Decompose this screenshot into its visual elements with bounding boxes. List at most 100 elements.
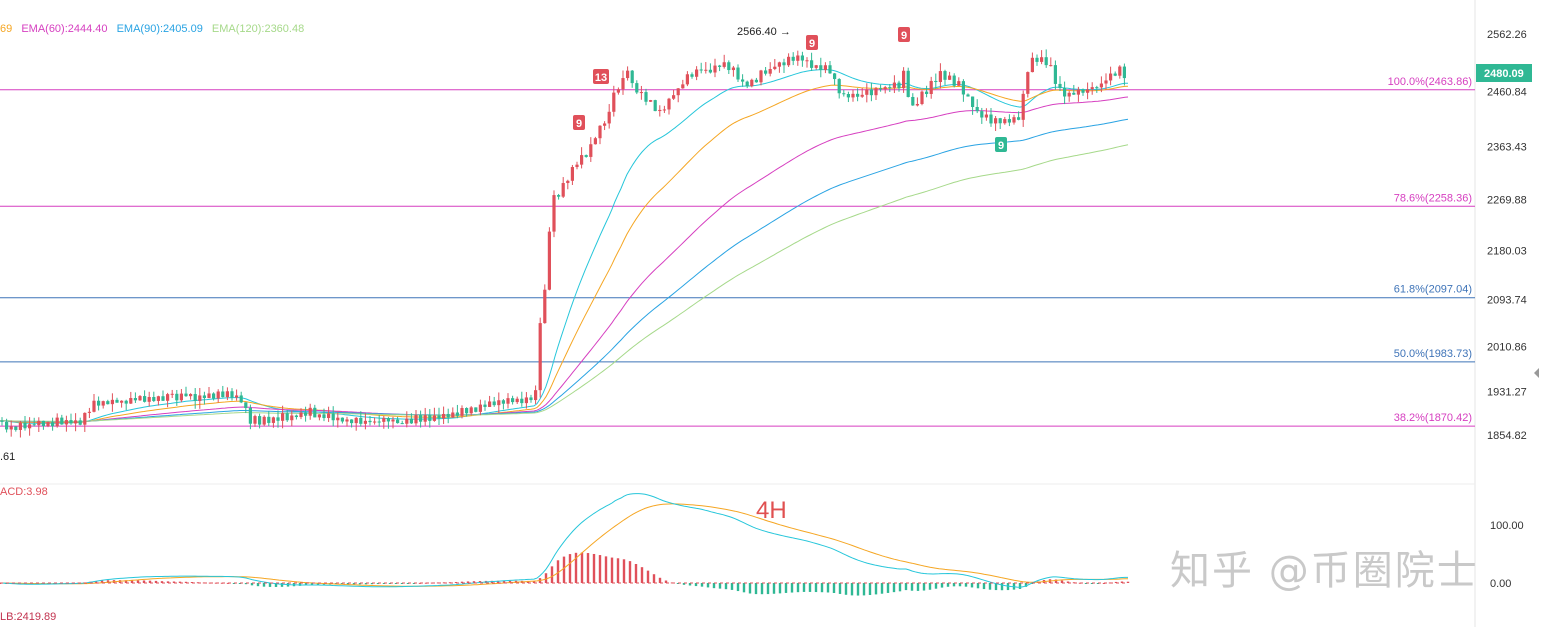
price-axis: 2562.26 2363.43 2269.88 2180.03 2093.74 2010.… bbox=[1487, 29, 1527, 442]
td-count-badge bbox=[593, 69, 609, 84]
macd-histogram-bar bbox=[616, 558, 620, 583]
candle-body bbox=[216, 391, 220, 399]
candle-body bbox=[138, 396, 142, 401]
macd-histogram-bar bbox=[952, 583, 956, 587]
candle-body bbox=[589, 144, 593, 157]
price-tick-label: 2460.84 bbox=[1487, 86, 1527, 98]
candle-body bbox=[248, 407, 252, 424]
candle-body bbox=[773, 66, 777, 70]
candle-body bbox=[952, 75, 956, 86]
macd-histogram-bar bbox=[850, 583, 854, 596]
macd-histogram-bar bbox=[1120, 581, 1124, 583]
candle-body bbox=[814, 65, 818, 68]
candle-body bbox=[175, 393, 179, 401]
candle-body bbox=[971, 96, 975, 108]
candle-body bbox=[635, 83, 639, 93]
candle-body bbox=[1090, 87, 1094, 90]
macd-histogram-bar bbox=[940, 583, 944, 588]
candle-body bbox=[258, 416, 262, 425]
candle-body bbox=[925, 91, 929, 95]
candle-body bbox=[322, 414, 326, 419]
macd-histogram-bar bbox=[640, 567, 644, 583]
macd-histogram-bar bbox=[148, 580, 152, 583]
candle-body bbox=[874, 88, 878, 96]
candle-body bbox=[124, 400, 128, 404]
td-count-badge bbox=[573, 115, 585, 130]
macd-histogram-bar bbox=[814, 583, 818, 593]
candle-body bbox=[488, 401, 492, 407]
candle-body bbox=[184, 393, 188, 397]
collapse-arrow-icon[interactable] bbox=[1534, 368, 1539, 378]
candle-body bbox=[538, 323, 542, 391]
macd-histogram-bar bbox=[856, 583, 860, 596]
candle-body bbox=[469, 407, 473, 414]
macd-histogram-bar bbox=[910, 583, 914, 591]
macd-histogram-bar bbox=[154, 580, 158, 583]
candle-body bbox=[492, 401, 496, 406]
macd-histogram-bar bbox=[568, 554, 572, 583]
candle-body bbox=[846, 93, 850, 98]
candle-body bbox=[120, 400, 124, 403]
macd-histogram-bar bbox=[958, 583, 962, 587]
candle-body bbox=[994, 118, 998, 124]
candle-body bbox=[1076, 89, 1080, 95]
candle-body bbox=[584, 155, 588, 157]
candle-body bbox=[685, 74, 689, 85]
candle-body bbox=[598, 125, 602, 139]
candle-body bbox=[1035, 57, 1039, 62]
candle-body bbox=[5, 421, 9, 430]
candle-body bbox=[432, 415, 436, 421]
macd-histogram-bar bbox=[706, 583, 710, 588]
candle-body bbox=[110, 399, 114, 405]
candle-body bbox=[580, 155, 584, 165]
candle-body bbox=[386, 418, 390, 422]
candle-body bbox=[626, 70, 630, 79]
candle-body bbox=[221, 391, 225, 398]
candle-body bbox=[851, 93, 855, 98]
candle-body bbox=[819, 65, 823, 71]
candle-body bbox=[1122, 66, 1126, 79]
candle-body bbox=[966, 94, 970, 97]
candle-body bbox=[547, 231, 551, 290]
candle-body bbox=[442, 413, 446, 419]
macd-histogram-bar bbox=[712, 583, 716, 589]
candle-body bbox=[961, 81, 965, 95]
macd-line bbox=[0, 493, 1128, 588]
candle-body bbox=[1118, 66, 1122, 76]
candle-body bbox=[308, 407, 312, 416]
macd-histogram-bar bbox=[376, 583, 380, 585]
candle-body bbox=[575, 164, 579, 168]
candle-body bbox=[363, 420, 367, 424]
candle-body bbox=[1040, 57, 1044, 62]
macd-histogram-bar bbox=[874, 583, 878, 595]
candle-body bbox=[405, 418, 409, 424]
candle-body bbox=[649, 100, 653, 102]
macd-histogram-bar bbox=[898, 583, 902, 592]
macd-histogram-bar bbox=[946, 583, 950, 587]
macd-histogram-bar bbox=[610, 557, 614, 583]
candle-body bbox=[1003, 119, 1007, 124]
macd-histogram-bar bbox=[532, 581, 536, 583]
candle-body bbox=[616, 89, 620, 93]
candle-body bbox=[28, 424, 32, 429]
candle-body bbox=[101, 401, 105, 406]
macd-histogram-bar bbox=[748, 583, 752, 594]
candle-body bbox=[133, 398, 137, 401]
candle-body bbox=[74, 420, 78, 424]
macd-histogram-bar bbox=[508, 580, 512, 583]
macd-histogram-bar bbox=[1054, 579, 1058, 583]
candle-body bbox=[860, 94, 864, 97]
candle-body bbox=[612, 92, 616, 112]
candle-body bbox=[97, 400, 101, 406]
candles[interactable] bbox=[0, 49, 1126, 438]
macd-histogram-bar bbox=[1000, 583, 1004, 591]
macd-histogram-bar bbox=[724, 583, 728, 590]
candle-body bbox=[336, 417, 340, 421]
macd-histogram-bar bbox=[994, 583, 998, 591]
candle-body bbox=[621, 78, 625, 90]
macd-histogram-bar bbox=[1066, 581, 1070, 583]
candle-body bbox=[32, 424, 36, 426]
macd-histogram-bar bbox=[652, 574, 656, 583]
candle-body bbox=[377, 421, 381, 423]
